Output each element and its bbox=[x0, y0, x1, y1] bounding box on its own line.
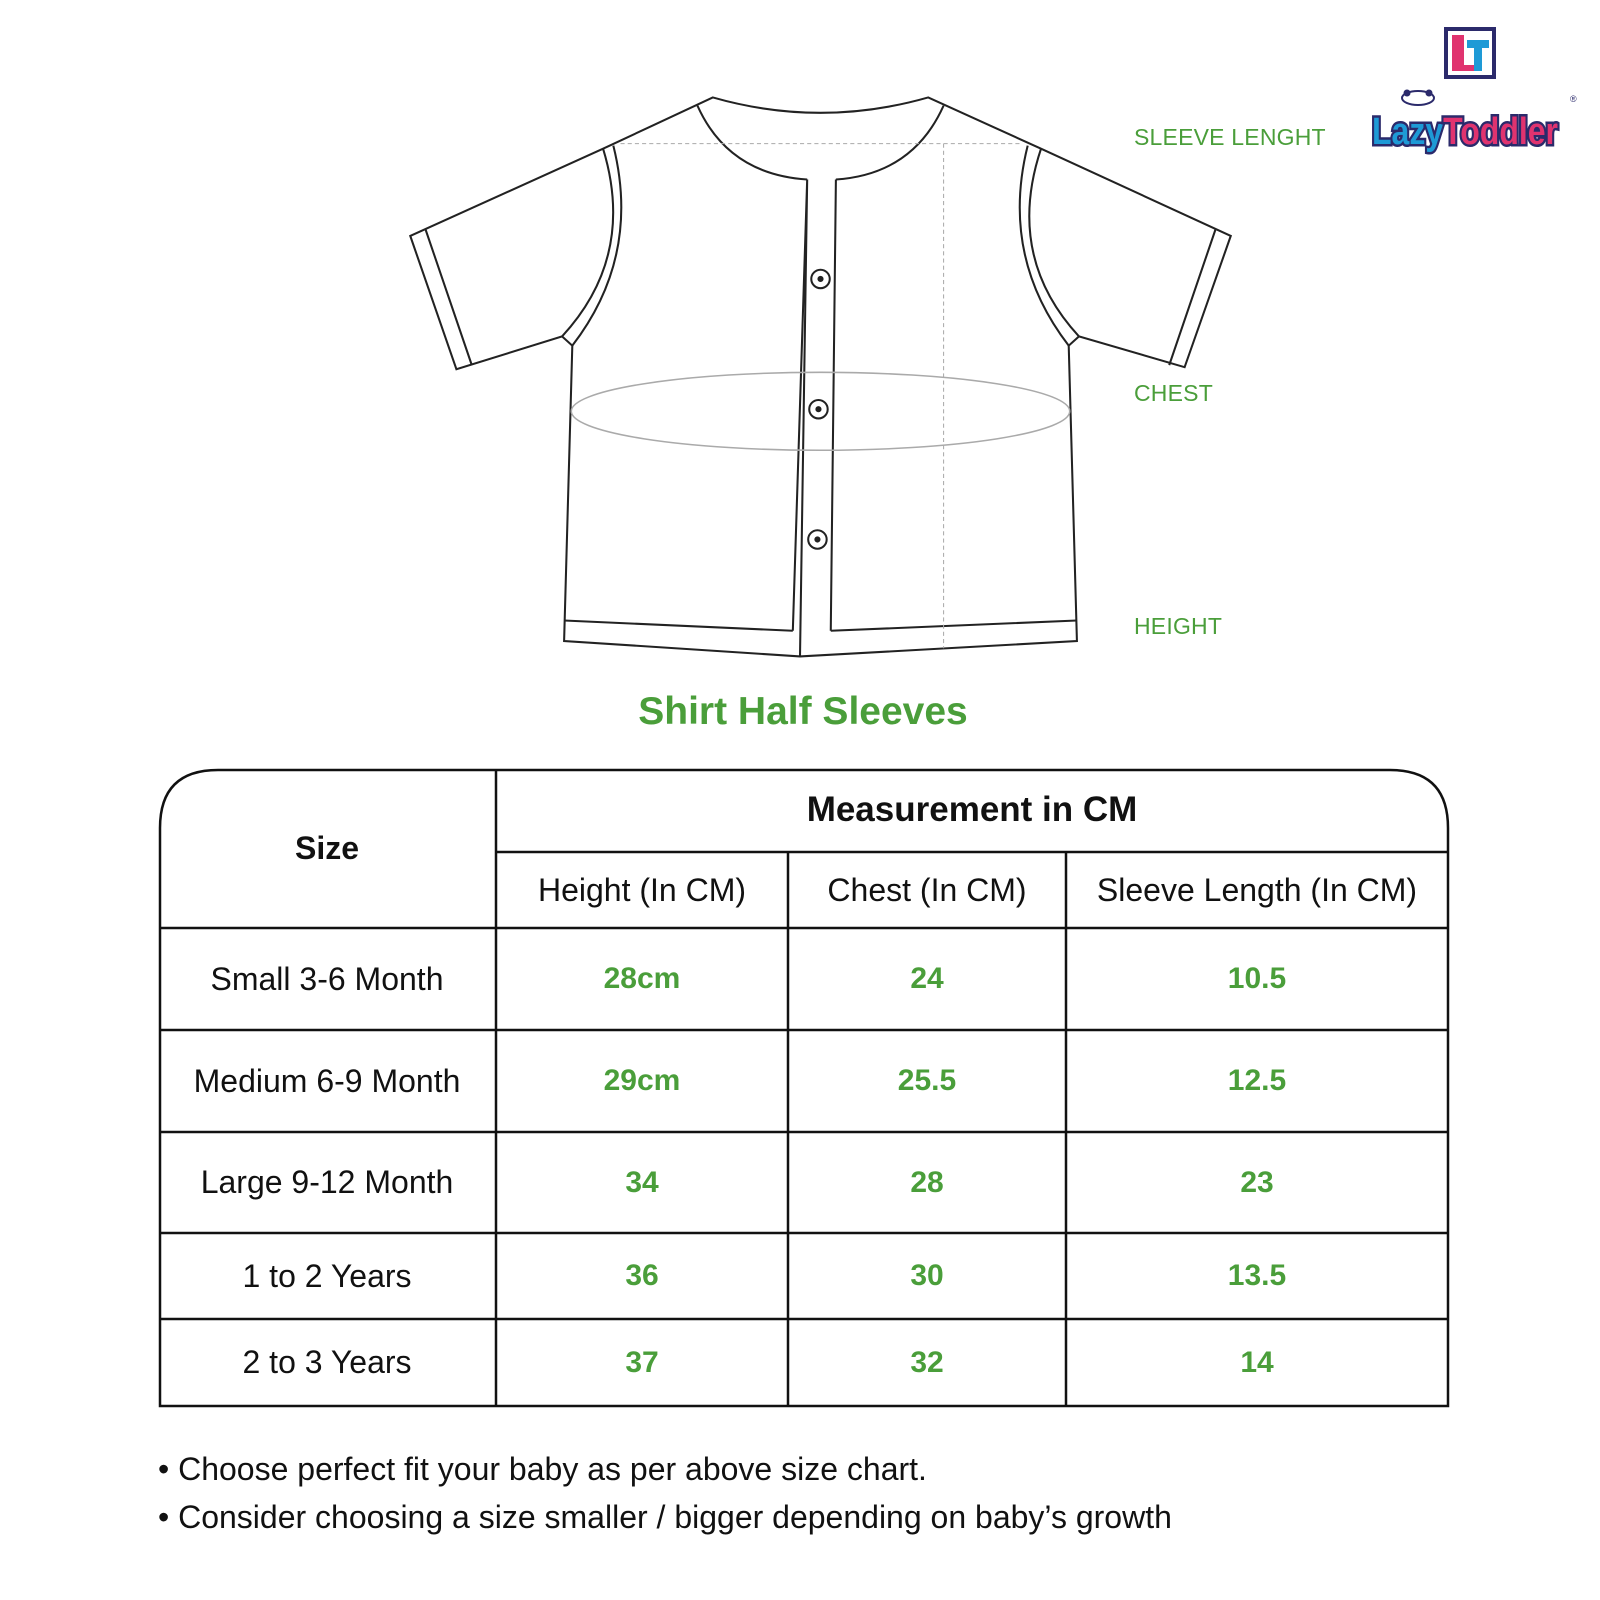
cell-chest: 25.5 bbox=[897, 1064, 957, 1097]
cell-chest: 28 bbox=[910, 1165, 944, 1199]
svg-text:LazyToddler: LazyToddler bbox=[1372, 111, 1558, 153]
button-icon bbox=[807, 529, 828, 550]
hem-band bbox=[564, 619, 1077, 632]
cell-size: 1 to 2 Years bbox=[242, 1257, 412, 1294]
lazytoddler-logo: LazyToddler ® bbox=[1370, 27, 1577, 156]
cell-size: 2 to 3 Years bbox=[242, 1344, 412, 1380]
size-chart-table: Size Measurement in CM Height (In CM) Ch… bbox=[158, 768, 1450, 1408]
size-header: Size bbox=[294, 829, 360, 866]
cell-size: Medium 6-9 Month bbox=[193, 1062, 461, 1099]
cell-height: 36 bbox=[625, 1259, 659, 1292]
shirt-diagram bbox=[408, 96, 1233, 658]
sleeve-cuffs bbox=[424, 229, 1217, 366]
cell-size: Large 9-12 Month bbox=[200, 1164, 454, 1200]
cell-sleeve: 14 bbox=[1240, 1345, 1274, 1379]
column-header-height: Height (In CM) bbox=[537, 871, 747, 908]
placket bbox=[791, 179, 837, 657]
armhole-bands bbox=[561, 145, 1080, 347]
cell-height: 34 bbox=[625, 1165, 659, 1199]
cell-sleeve: 23 bbox=[1240, 1165, 1274, 1199]
column-header-chest: Chest (In CM) bbox=[827, 871, 1027, 908]
cell-height: 29cm bbox=[603, 1064, 681, 1097]
cell-sleeve: 10.5 bbox=[1227, 962, 1287, 995]
buttons bbox=[807, 268, 831, 550]
cell-height: 28cm bbox=[603, 962, 681, 995]
sleeve-length-label: SLEEVE LENGHT bbox=[1134, 124, 1326, 150]
cell-chest: 30 bbox=[910, 1259, 944, 1292]
button-icon bbox=[810, 268, 831, 290]
measure-guides bbox=[620, 143, 1021, 649]
cell-chest: 24 bbox=[910, 962, 944, 995]
shirt-outline bbox=[408, 96, 1233, 658]
note-fit: • Choose perfect fit your baby as per ab… bbox=[158, 1451, 927, 1487]
measurement-header: Measurement in CM bbox=[806, 790, 1138, 829]
chart-title: Shirt Half Sleeves bbox=[638, 690, 968, 733]
button-icon bbox=[808, 398, 829, 420]
collar bbox=[696, 105, 945, 181]
note-growth: • Consider choosing a size smaller / big… bbox=[158, 1499, 1172, 1535]
height-label: HEIGHT bbox=[1134, 613, 1223, 639]
svg-text:®: ® bbox=[1570, 94, 1577, 104]
cell-sleeve: 12.5 bbox=[1227, 1064, 1287, 1097]
cell-height: 37 bbox=[625, 1345, 659, 1379]
cell-sleeve: 13.5 bbox=[1227, 1259, 1287, 1292]
cell-size: Small 3-6 Month bbox=[210, 960, 444, 997]
chest-label: CHEST bbox=[1134, 380, 1213, 406]
cell-chest: 32 bbox=[910, 1345, 944, 1379]
column-header-sleeve: Sleeve Length (In CM) bbox=[1096, 871, 1418, 908]
table-grid bbox=[158, 768, 1450, 1408]
chest-measure-ellipse bbox=[570, 371, 1071, 452]
